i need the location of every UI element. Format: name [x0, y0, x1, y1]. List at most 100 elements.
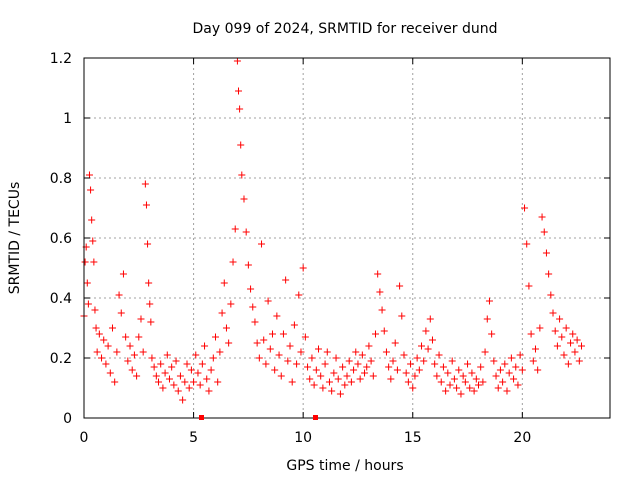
data-point	[231, 225, 239, 233]
data-point	[371, 330, 379, 338]
data-point	[253, 339, 261, 347]
data-point	[83, 279, 91, 287]
data-point	[573, 336, 581, 344]
data-point	[146, 300, 154, 308]
data-point	[387, 375, 395, 383]
data-point	[534, 366, 542, 374]
data-point	[354, 360, 362, 368]
data-point	[159, 384, 167, 392]
data-point	[374, 270, 382, 278]
data-point	[488, 330, 496, 338]
data-point	[152, 372, 160, 380]
data-point	[457, 390, 465, 398]
data-point	[236, 105, 244, 113]
data-point	[299, 264, 307, 272]
data-point	[426, 315, 434, 323]
chart-title: Day 099 of 2024, SRMTID for receiver dun…	[193, 21, 498, 37]
x-tick-label: 0	[80, 430, 89, 446]
data-point	[87, 186, 95, 194]
data-point	[545, 270, 553, 278]
data-point	[402, 369, 410, 377]
data-point	[448, 357, 456, 365]
data-point	[521, 204, 529, 212]
data-point	[330, 369, 338, 377]
data-point	[481, 348, 489, 356]
data-point	[251, 318, 259, 326]
data-point	[108, 324, 116, 332]
data-point	[249, 303, 257, 311]
y-tick-label: 0.2	[50, 351, 72, 367]
data-point	[380, 327, 388, 335]
data-point	[442, 387, 450, 395]
data-point	[424, 345, 432, 353]
data-point	[100, 336, 108, 344]
data-point	[260, 336, 268, 344]
data-point	[341, 381, 349, 389]
data-point	[301, 333, 309, 341]
data-point	[556, 315, 564, 323]
data-point	[336, 390, 344, 398]
data-point	[126, 342, 134, 350]
data-point	[350, 366, 358, 374]
data-point	[505, 369, 513, 377]
data-point	[293, 360, 301, 368]
data-point	[218, 309, 226, 317]
data-point	[205, 387, 213, 395]
data-point	[312, 366, 320, 374]
data-points	[80, 57, 586, 404]
data-point	[119, 270, 127, 278]
data-point	[310, 381, 318, 389]
data-point	[323, 348, 331, 356]
data-point	[428, 336, 436, 344]
data-point	[92, 324, 100, 332]
data-point	[455, 366, 463, 374]
data-point	[133, 372, 141, 380]
data-point	[286, 342, 294, 350]
data-point	[396, 282, 404, 290]
data-point	[203, 375, 211, 383]
data-point	[569, 330, 577, 338]
data-point	[262, 360, 270, 368]
data-point	[470, 387, 478, 395]
data-point	[288, 378, 296, 386]
data-point	[411, 372, 419, 380]
plot-frame	[83, 57, 611, 419]
x-tick-labels: 0 5 10 15 20	[80, 430, 532, 446]
data-point	[378, 306, 386, 314]
x-tick-label: 20	[513, 430, 531, 446]
data-point	[161, 369, 169, 377]
x-tick-label: 5	[189, 430, 198, 446]
data-point	[437, 378, 445, 386]
x-axis-title: GPS time / hours	[286, 458, 403, 474]
data-point	[225, 339, 233, 347]
data-point	[477, 363, 485, 371]
data-point	[352, 348, 360, 356]
y-tick-label: 1	[63, 111, 72, 127]
data-point	[104, 342, 112, 350]
data-point	[319, 384, 327, 392]
data-point	[567, 339, 575, 347]
data-point	[308, 354, 316, 362]
data-point	[172, 357, 180, 365]
data-point	[209, 354, 217, 362]
data-point	[258, 240, 266, 248]
y-tick-label: 0	[63, 411, 72, 427]
data-point	[503, 387, 511, 395]
data-point	[334, 375, 342, 383]
data-point	[391, 339, 399, 347]
data-point	[111, 378, 119, 386]
data-point	[139, 348, 147, 356]
data-point	[468, 369, 476, 377]
data-point	[376, 288, 384, 296]
data-point	[84, 300, 92, 308]
data-point	[275, 351, 283, 359]
data-point	[431, 360, 439, 368]
data-point	[128, 366, 136, 374]
data-point	[551, 327, 559, 335]
data-point	[113, 348, 121, 356]
data-point	[122, 333, 130, 341]
data-point	[194, 369, 202, 377]
data-point	[237, 141, 245, 149]
data-point	[413, 354, 421, 362]
data-point	[147, 318, 155, 326]
